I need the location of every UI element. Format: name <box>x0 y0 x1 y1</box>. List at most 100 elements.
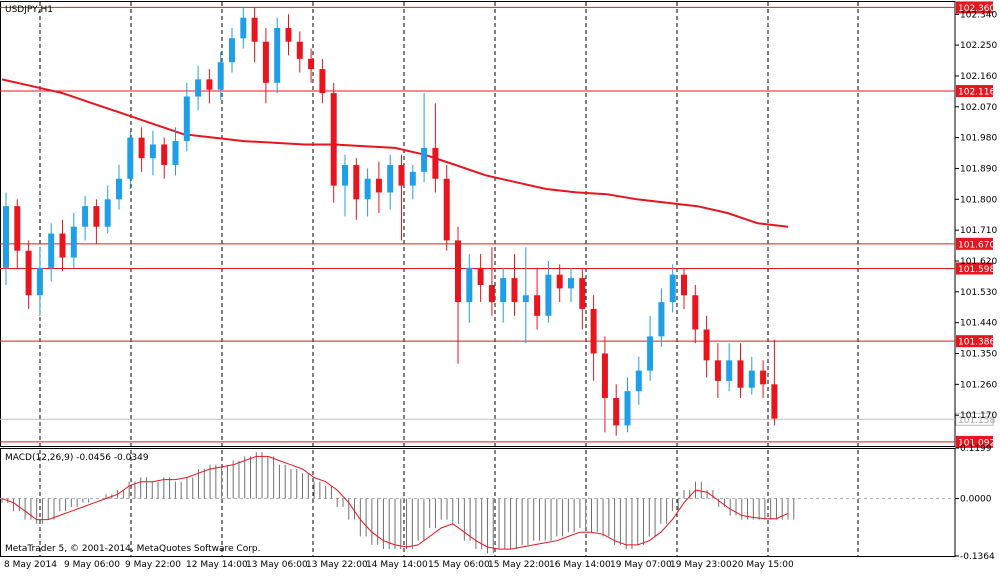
candle-body <box>522 295 529 303</box>
candle-body <box>387 165 394 193</box>
candle-body <box>296 41 303 59</box>
time-axis-label: 19 May 07:00 <box>610 560 672 570</box>
main-panel-border <box>0 1 956 447</box>
candle-body <box>488 284 495 303</box>
candle-body <box>3 206 9 268</box>
macd-label: MACD(12,26,9) -0.0456 -0.0349 <box>5 453 149 463</box>
price-tick-label: 101.890 <box>960 164 997 174</box>
candle-body <box>601 353 608 399</box>
candle-body <box>183 96 190 142</box>
candle-body <box>681 274 687 296</box>
current-price-label: 101.158 <box>958 416 995 426</box>
level-label-bg <box>956 1 993 14</box>
level-label-bg <box>956 237 993 250</box>
time-axis-label: 13 May 22:00 <box>306 560 368 570</box>
candle-body <box>669 274 676 303</box>
time-axis-label: 16 May 14:00 <box>549 560 611 570</box>
price-tick-label: 101.170 <box>960 411 997 421</box>
candle-body <box>534 295 541 316</box>
candle-body <box>262 41 269 83</box>
time-axis-label: 14 May 14:00 <box>366 560 428 570</box>
candle-body <box>613 398 620 426</box>
candle-body <box>364 178 371 200</box>
candle-body <box>93 206 100 227</box>
level-label: 101.092 <box>958 438 995 448</box>
candle-body <box>624 391 631 426</box>
candle-body <box>421 147 428 172</box>
candle-body <box>25 250 32 296</box>
price-tick-label: 101.530 <box>960 288 997 298</box>
candle-body <box>172 141 179 166</box>
candle-body <box>703 329 710 361</box>
macd-tick-label: -0.1364 <box>960 552 995 562</box>
candle-body <box>511 278 518 303</box>
candle-body <box>477 267 484 285</box>
price-tick-label: 101.800 <box>960 195 997 205</box>
candle-body <box>240 17 247 39</box>
candle-body <box>771 384 778 419</box>
candle-body <box>116 178 122 200</box>
level-label: 102.360 <box>958 4 995 14</box>
candle-body <box>398 165 405 186</box>
candle-body <box>692 295 699 330</box>
candle-body <box>760 370 767 385</box>
candle-body <box>748 370 755 388</box>
price-tick-label: 101.260 <box>960 380 997 390</box>
candle-body <box>104 199 111 227</box>
level-label: 101.670 <box>958 240 995 250</box>
candle-body <box>138 137 145 159</box>
time-axis-label: 8 May 2014 <box>4 560 57 570</box>
candle-body <box>48 233 55 268</box>
candle-body <box>251 17 258 42</box>
symbol-label: USDJPY,H1 <box>5 5 53 15</box>
candle-body <box>545 274 552 316</box>
macd-tick-label: 0.1199 <box>960 444 992 454</box>
candle-body <box>82 206 89 227</box>
candle-body <box>647 336 654 371</box>
candle-body <box>217 62 224 90</box>
footer-label: MetaTrader 5, © 2001-2014, MetaQuotes So… <box>5 544 261 554</box>
candle-body <box>14 206 21 251</box>
candles <box>3 7 778 436</box>
candle-body <box>70 226 77 258</box>
candle-body <box>726 360 733 381</box>
candle-body <box>500 278 507 303</box>
candle-body <box>432 147 439 179</box>
candle-body <box>466 267 473 303</box>
time-axis-label: 15 May 22:00 <box>488 560 550 570</box>
price-tick-label: 101.710 <box>960 226 997 236</box>
level-label: 101.386 <box>958 338 995 348</box>
current-price-bg <box>955 412 994 426</box>
time-axis-label: 19 May 23:00 <box>670 560 732 570</box>
moving-average-line <box>1 78 789 228</box>
candle-body <box>658 302 665 337</box>
candle-body <box>319 69 326 94</box>
level-label: 101.598 <box>958 265 995 275</box>
macd-tick-label: 0.0000 <box>960 495 992 505</box>
price-tick-label: 102.340 <box>960 10 997 20</box>
horizontal-levels: 102.360 102.116 101.670 101.598 101.386 101.0… <box>0 1 995 448</box>
level-label-bg <box>956 335 993 348</box>
candle-body <box>737 360 744 388</box>
candle-body <box>342 165 348 186</box>
candle-body <box>443 178 450 241</box>
candle-body <box>455 240 461 303</box>
candle-body <box>579 278 586 309</box>
candle-body <box>635 370 642 392</box>
price-tick-label: 102.160 <box>960 72 997 82</box>
candle-body <box>308 58 315 70</box>
candle-body <box>36 267 43 296</box>
price-tick-label: 101.350 <box>960 349 997 359</box>
moving-average <box>1 78 789 228</box>
axes: 102.340 102.250 102.160 102.070 101.980 101.8… <box>4 10 997 570</box>
macd-signal-line <box>1 455 789 550</box>
level-label-bg <box>956 85 993 98</box>
candle-body <box>556 274 563 289</box>
candle-body <box>590 308 597 354</box>
level-label: 102.116 <box>958 88 995 98</box>
candle-body <box>714 360 721 381</box>
candle-body <box>149 144 156 159</box>
candle-body <box>161 144 168 166</box>
